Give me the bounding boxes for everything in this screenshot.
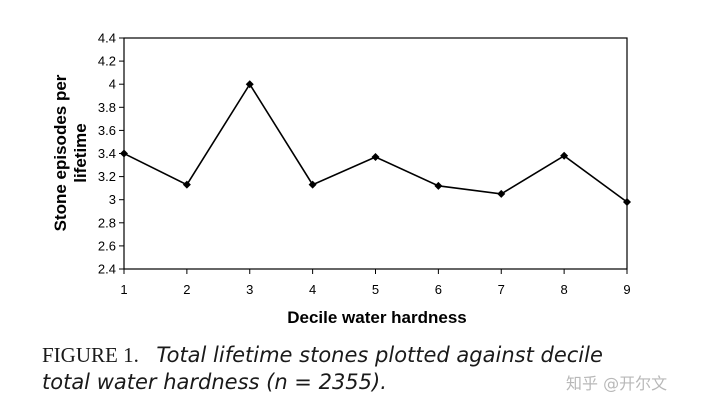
x-axis-label: Decile water hardness — [287, 308, 467, 327]
y-tick-label: 2.8 — [98, 215, 116, 230]
caption-label: FIGURE 1. — [42, 343, 139, 367]
x-tick-label: 2 — [183, 282, 190, 297]
watermark: 知乎 @开尔文 — [566, 374, 668, 393]
y-tick-label: 4.2 — [98, 54, 116, 69]
x-tick-label: 8 — [561, 282, 568, 297]
figure-caption: FIGURE 1. Total lifetime stones plotted … — [42, 342, 682, 396]
data-point-marker — [120, 149, 128, 158]
data-point-marker — [371, 152, 380, 161]
y-axis-label-line2: lifetime — [71, 123, 90, 183]
data-point-marker — [245, 80, 254, 89]
data-point-marker — [497, 189, 506, 198]
series-markers — [120, 80, 631, 207]
y-tick-label: 2.6 — [98, 238, 116, 253]
y-tick-label: 3.2 — [98, 169, 116, 184]
x-tick-label: 5 — [372, 282, 379, 297]
y-axis-label-line1: Stone episodes per — [51, 74, 70, 231]
data-point-marker — [623, 198, 631, 207]
y-tick-label: 3 — [109, 192, 116, 207]
caption-text-line2: total water hardness (n = 2355). — [42, 370, 387, 394]
caption-text-line1: Total lifetime stones plotted against de… — [156, 343, 603, 367]
y-tick-label: 3.8 — [98, 100, 116, 115]
x-axis: 1 2 3 4 5 6 7 8 9 — [120, 269, 631, 297]
y-tick-label: 4 — [109, 77, 116, 92]
x-tick-label: 4 — [309, 282, 316, 297]
x-tick-label: 6 — [435, 282, 442, 297]
x-tick-label: 7 — [498, 282, 505, 297]
y-tick-label: 3.4 — [98, 146, 116, 161]
x-tick-label: 9 — [623, 282, 630, 297]
x-tick-label: 1 — [120, 282, 127, 297]
data-point-marker — [182, 180, 191, 189]
y-axis: 2.4 2.6 2.8 3 3.2 3.4 3.6 3.8 4 4.2 4.4 — [98, 31, 124, 277]
x-tick-label: 3 — [246, 282, 253, 297]
y-tick-label: 4.4 — [98, 31, 116, 46]
y-tick-label: 2.4 — [98, 262, 116, 277]
data-point-marker — [434, 181, 443, 190]
y-tick-label: 3.6 — [98, 123, 116, 138]
data-point-marker — [560, 151, 569, 160]
data-point-marker — [308, 180, 317, 189]
